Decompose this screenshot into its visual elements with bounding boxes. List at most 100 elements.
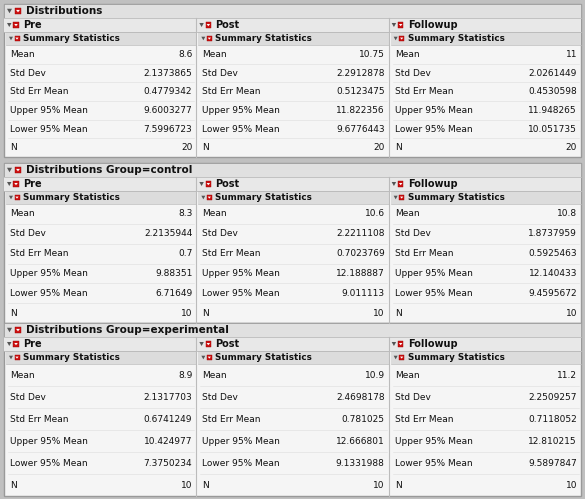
Bar bbox=[198, 191, 388, 204]
Bar bbox=[4, 163, 581, 323]
Polygon shape bbox=[392, 23, 396, 27]
Text: Followup: Followup bbox=[408, 20, 457, 30]
Polygon shape bbox=[201, 37, 205, 40]
Bar bbox=[4, 323, 581, 337]
Bar bbox=[197, 18, 388, 32]
Bar bbox=[13, 341, 19, 347]
Text: Followup: Followup bbox=[408, 339, 457, 349]
Text: Summary Statistics: Summary Statistics bbox=[215, 193, 312, 202]
Text: 10.9: 10.9 bbox=[364, 370, 385, 380]
Text: 10: 10 bbox=[566, 481, 577, 490]
Text: 10: 10 bbox=[373, 308, 385, 317]
Text: 8.6: 8.6 bbox=[178, 50, 192, 59]
Text: Lower 95% Mean: Lower 95% Mean bbox=[202, 459, 280, 468]
Text: Mean: Mean bbox=[395, 370, 419, 380]
Text: 0.5925463: 0.5925463 bbox=[528, 249, 577, 258]
Bar bbox=[198, 32, 388, 45]
Polygon shape bbox=[16, 10, 20, 12]
Bar bbox=[391, 191, 581, 204]
Polygon shape bbox=[400, 37, 403, 39]
Text: 20: 20 bbox=[566, 143, 577, 152]
Text: Std Err Mean: Std Err Mean bbox=[10, 249, 68, 258]
Polygon shape bbox=[208, 197, 211, 199]
Polygon shape bbox=[207, 183, 210, 185]
Text: 10: 10 bbox=[566, 308, 577, 317]
Text: 7.3750234: 7.3750234 bbox=[144, 459, 192, 468]
Bar bbox=[13, 22, 19, 28]
Polygon shape bbox=[16, 329, 20, 331]
Text: 0.6741249: 0.6741249 bbox=[144, 415, 192, 424]
Bar bbox=[398, 22, 404, 28]
Bar bbox=[15, 327, 21, 333]
Polygon shape bbox=[14, 183, 18, 185]
Bar bbox=[207, 355, 212, 360]
Text: N: N bbox=[10, 481, 17, 490]
Polygon shape bbox=[9, 37, 13, 40]
Bar bbox=[398, 341, 404, 347]
Bar bbox=[4, 337, 197, 351]
Text: 10.8: 10.8 bbox=[557, 210, 577, 219]
Text: 9.4595672: 9.4595672 bbox=[528, 289, 577, 298]
Text: Summary Statistics: Summary Statistics bbox=[23, 34, 120, 43]
Bar bbox=[6, 191, 197, 204]
Text: 2.1373865: 2.1373865 bbox=[143, 68, 192, 77]
Polygon shape bbox=[14, 343, 18, 345]
Polygon shape bbox=[199, 342, 204, 346]
Polygon shape bbox=[207, 343, 210, 345]
Bar bbox=[4, 4, 581, 18]
Polygon shape bbox=[399, 183, 402, 185]
Text: Std Dev: Std Dev bbox=[202, 393, 238, 402]
Text: N: N bbox=[10, 308, 17, 317]
Text: 2.2509257: 2.2509257 bbox=[528, 393, 577, 402]
Polygon shape bbox=[207, 24, 210, 26]
Text: Std Err Mean: Std Err Mean bbox=[395, 87, 453, 96]
Text: 0.781025: 0.781025 bbox=[342, 415, 385, 424]
Text: 2.2135944: 2.2135944 bbox=[144, 229, 192, 238]
Text: Followup: Followup bbox=[408, 179, 457, 189]
Text: Lower 95% Mean: Lower 95% Mean bbox=[395, 459, 472, 468]
Bar bbox=[207, 195, 212, 200]
Text: Std Dev: Std Dev bbox=[202, 68, 238, 77]
Polygon shape bbox=[201, 356, 205, 359]
Bar bbox=[198, 351, 388, 364]
Text: Std Dev: Std Dev bbox=[395, 229, 431, 238]
Text: Mean: Mean bbox=[10, 370, 35, 380]
Bar bbox=[399, 36, 404, 41]
Text: N: N bbox=[395, 143, 401, 152]
Text: Upper 95% Mean: Upper 95% Mean bbox=[10, 437, 88, 446]
Bar bbox=[391, 32, 581, 45]
Text: Summary Statistics: Summary Statistics bbox=[408, 353, 504, 362]
Text: Mean: Mean bbox=[10, 50, 35, 59]
Text: 2.4698178: 2.4698178 bbox=[336, 393, 385, 402]
Bar bbox=[6, 351, 197, 364]
Text: 10: 10 bbox=[373, 481, 385, 490]
Bar bbox=[398, 181, 404, 187]
Polygon shape bbox=[7, 9, 12, 13]
Text: N: N bbox=[395, 481, 401, 490]
Text: N: N bbox=[202, 308, 209, 317]
Text: Upper 95% Mean: Upper 95% Mean bbox=[202, 269, 280, 278]
Text: N: N bbox=[395, 308, 401, 317]
Bar bbox=[4, 177, 197, 191]
Bar bbox=[4, 163, 581, 177]
Text: 0.7023769: 0.7023769 bbox=[336, 249, 385, 258]
Polygon shape bbox=[7, 328, 12, 332]
Text: 9.011113: 9.011113 bbox=[342, 289, 385, 298]
Text: Std Dev: Std Dev bbox=[395, 68, 431, 77]
Text: Lower 95% Mean: Lower 95% Mean bbox=[395, 124, 472, 134]
Text: Std Dev: Std Dev bbox=[395, 393, 431, 402]
Text: 9.6776443: 9.6776443 bbox=[336, 124, 385, 134]
Text: Std Err Mean: Std Err Mean bbox=[202, 415, 261, 424]
Text: Lower 95% Mean: Lower 95% Mean bbox=[10, 289, 88, 298]
Polygon shape bbox=[15, 197, 19, 199]
Text: Std Err Mean: Std Err Mean bbox=[202, 87, 261, 96]
Bar bbox=[13, 181, 19, 187]
Text: 10.424977: 10.424977 bbox=[144, 437, 192, 446]
Polygon shape bbox=[7, 182, 12, 186]
Text: Post: Post bbox=[215, 179, 239, 189]
Polygon shape bbox=[392, 342, 396, 346]
Text: 0.5123475: 0.5123475 bbox=[336, 87, 385, 96]
Text: Summary Statistics: Summary Statistics bbox=[408, 34, 504, 43]
Polygon shape bbox=[16, 169, 20, 171]
Text: 20: 20 bbox=[181, 143, 192, 152]
